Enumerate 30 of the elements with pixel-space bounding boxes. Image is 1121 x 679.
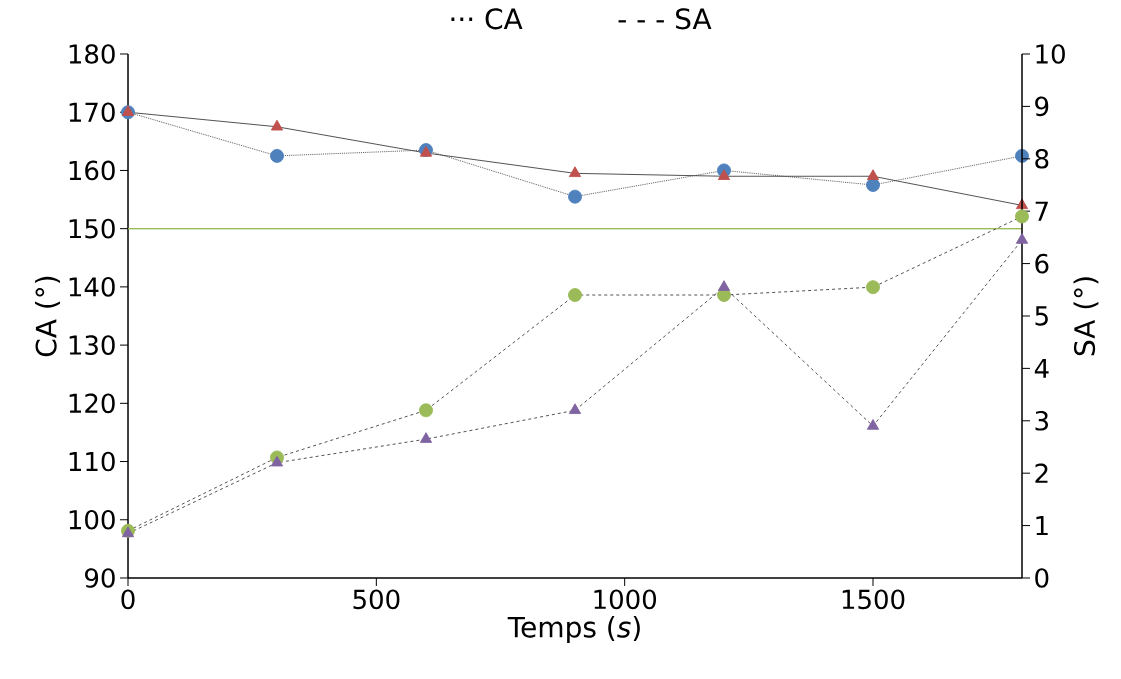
y2-tick-label: 10	[1036, 44, 1065, 64]
y-tick-label: 90	[85, 568, 115, 588]
y2-tick-label: 4	[1034, 358, 1049, 378]
y-tick-label: 110	[69, 451, 115, 472]
text: - - - SA	[618, 8, 712, 30]
y-axis-title: CA (°)	[35, 276, 60, 357]
x-tick-label: 1500	[842, 589, 905, 610]
y2-tick-label: 0	[1035, 568, 1049, 588]
y2-axis-title: SA (°)	[1073, 277, 1099, 356]
y2-tick-label: 6	[1035, 253, 1049, 274]
y-tick-label: 180	[69, 44, 115, 64]
y2-tick-label: 9	[1035, 96, 1049, 117]
y-tick-label: 130	[69, 335, 115, 355]
text: ··· CA	[451, 8, 523, 30]
y-tick-label: 120	[69, 393, 115, 414]
x-tick-label: 500	[353, 589, 400, 610]
y-tick-label: 140	[69, 277, 115, 297]
y-tick-label: 150	[69, 218, 115, 239]
x-tick-label: 1000	[594, 589, 657, 610]
y-tick-label: 100	[69, 509, 115, 530]
y-tick-label: 160	[69, 160, 115, 181]
x-tick-label: 0	[121, 589, 135, 610]
y2-tick-label: 1	[1036, 516, 1048, 536]
y2-tick-label: 7	[1035, 201, 1048, 221]
y2-tick-label: 8	[1035, 148, 1049, 169]
y2-tick-label: 5	[1035, 306, 1048, 326]
y-tick-label: 170	[69, 102, 115, 123]
y2-tick-label: 3	[1035, 410, 1048, 431]
x-axis-title: Temps (s)	[507, 616, 640, 644]
y2-tick-label: 2	[1035, 463, 1048, 483]
